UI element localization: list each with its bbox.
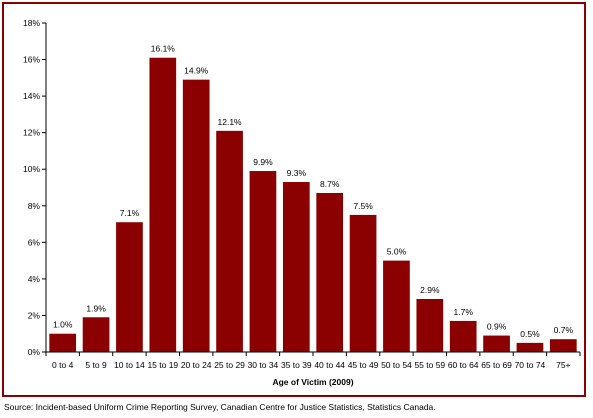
x-axis: 0 to 4 5 to 9 10 to 14 15 to 19 20 to 24 25 t… — [45, 351, 581, 370]
x-tick-label: 45 to 49 — [348, 360, 379, 370]
chart-frame: 0% 2% 4% 6% 8% 10% 12% 14% 16% 18% 1.0% 1.9% 7.1% 16… — [2, 2, 586, 397]
y-tick-label: 14% — [23, 91, 40, 101]
x-tick-label: 30 to 34 — [248, 360, 279, 370]
bar — [49, 333, 77, 352]
x-axis-title: Age of Victim (2009) — [272, 377, 353, 387]
x-tick-label: 55 to 59 — [414, 360, 445, 370]
y-tick-label: 12% — [23, 128, 40, 138]
bar — [516, 342, 544, 352]
x-tick-label: 75+ — [556, 360, 570, 370]
x-tick-label: 0 to 4 — [52, 360, 74, 370]
x-tick-label: 10 to 14 — [114, 360, 145, 370]
bar — [149, 57, 177, 352]
data-label: 16.1% — [151, 44, 176, 54]
y-tick-label: 6% — [28, 237, 41, 247]
bar — [182, 79, 210, 353]
bar — [249, 171, 277, 352]
source-note: Source: Incident-based Uniform Crime Rep… — [4, 402, 436, 412]
bar — [449, 320, 477, 352]
bar — [416, 298, 444, 352]
data-label: 9.9% — [253, 157, 273, 167]
data-label: 8.7% — [320, 179, 340, 189]
x-tick-label: 20 to 24 — [181, 360, 212, 370]
bar — [383, 260, 410, 352]
x-tick-label: 60 to 64 — [448, 360, 479, 370]
data-label: 7.1% — [120, 208, 140, 218]
data-label: 7.5% — [353, 201, 373, 211]
y-tick-label: 2% — [28, 310, 41, 320]
data-label: 9.3% — [287, 168, 307, 178]
y-tick-label: 0% — [28, 347, 41, 357]
data-label: 2.9% — [420, 285, 440, 295]
data-label: 1.0% — [53, 320, 73, 330]
bar-chart: 0% 2% 4% 6% 8% 10% 12% 14% 16% 18% 1.0% 1.9% 7.1% 16… — [23, 18, 581, 387]
x-tick-label: 15 to 19 — [147, 360, 178, 370]
bar — [483, 335, 510, 352]
bar — [349, 214, 377, 352]
bar — [116, 222, 143, 352]
data-label: 0.5% — [520, 329, 540, 339]
x-tick-label: 65 to 69 — [481, 360, 512, 370]
y-tick-label: 16% — [23, 55, 40, 65]
bar — [549, 339, 577, 352]
bar — [82, 317, 110, 352]
data-label: 1.9% — [86, 303, 106, 313]
y-axis: 0% 2% 4% 6% 8% 10% 12% 14% 16% 18% — [23, 18, 47, 357]
x-tick-label: 70 to 74 — [515, 360, 546, 370]
x-tick-label: 5 to 9 — [85, 360, 107, 370]
x-tick-label: 35 to 39 — [281, 360, 312, 370]
bars: 1.0% 1.9% 7.1% 16.1% 14.9% 12.1% 9.9% 9.3% 8.7% 7… — [49, 44, 577, 353]
y-tick-label: 4% — [28, 274, 41, 284]
y-tick-label: 18% — [23, 18, 40, 28]
y-tick-label: 10% — [23, 164, 40, 174]
data-label: 14.9% — [184, 66, 209, 76]
bar — [216, 130, 243, 352]
bar — [316, 192, 344, 352]
data-label: 0.7% — [554, 325, 574, 335]
data-label: 0.9% — [487, 322, 507, 332]
x-tick-label: 50 to 54 — [381, 360, 412, 370]
bar — [282, 182, 310, 352]
data-label: 12.1% — [218, 117, 243, 127]
y-tick-label: 8% — [28, 201, 41, 211]
data-label: 5.0% — [387, 247, 407, 257]
x-tick-label: 25 to 29 — [214, 360, 245, 370]
data-label: 1.7% — [454, 307, 474, 317]
x-tick-label: 40 to 44 — [314, 360, 345, 370]
